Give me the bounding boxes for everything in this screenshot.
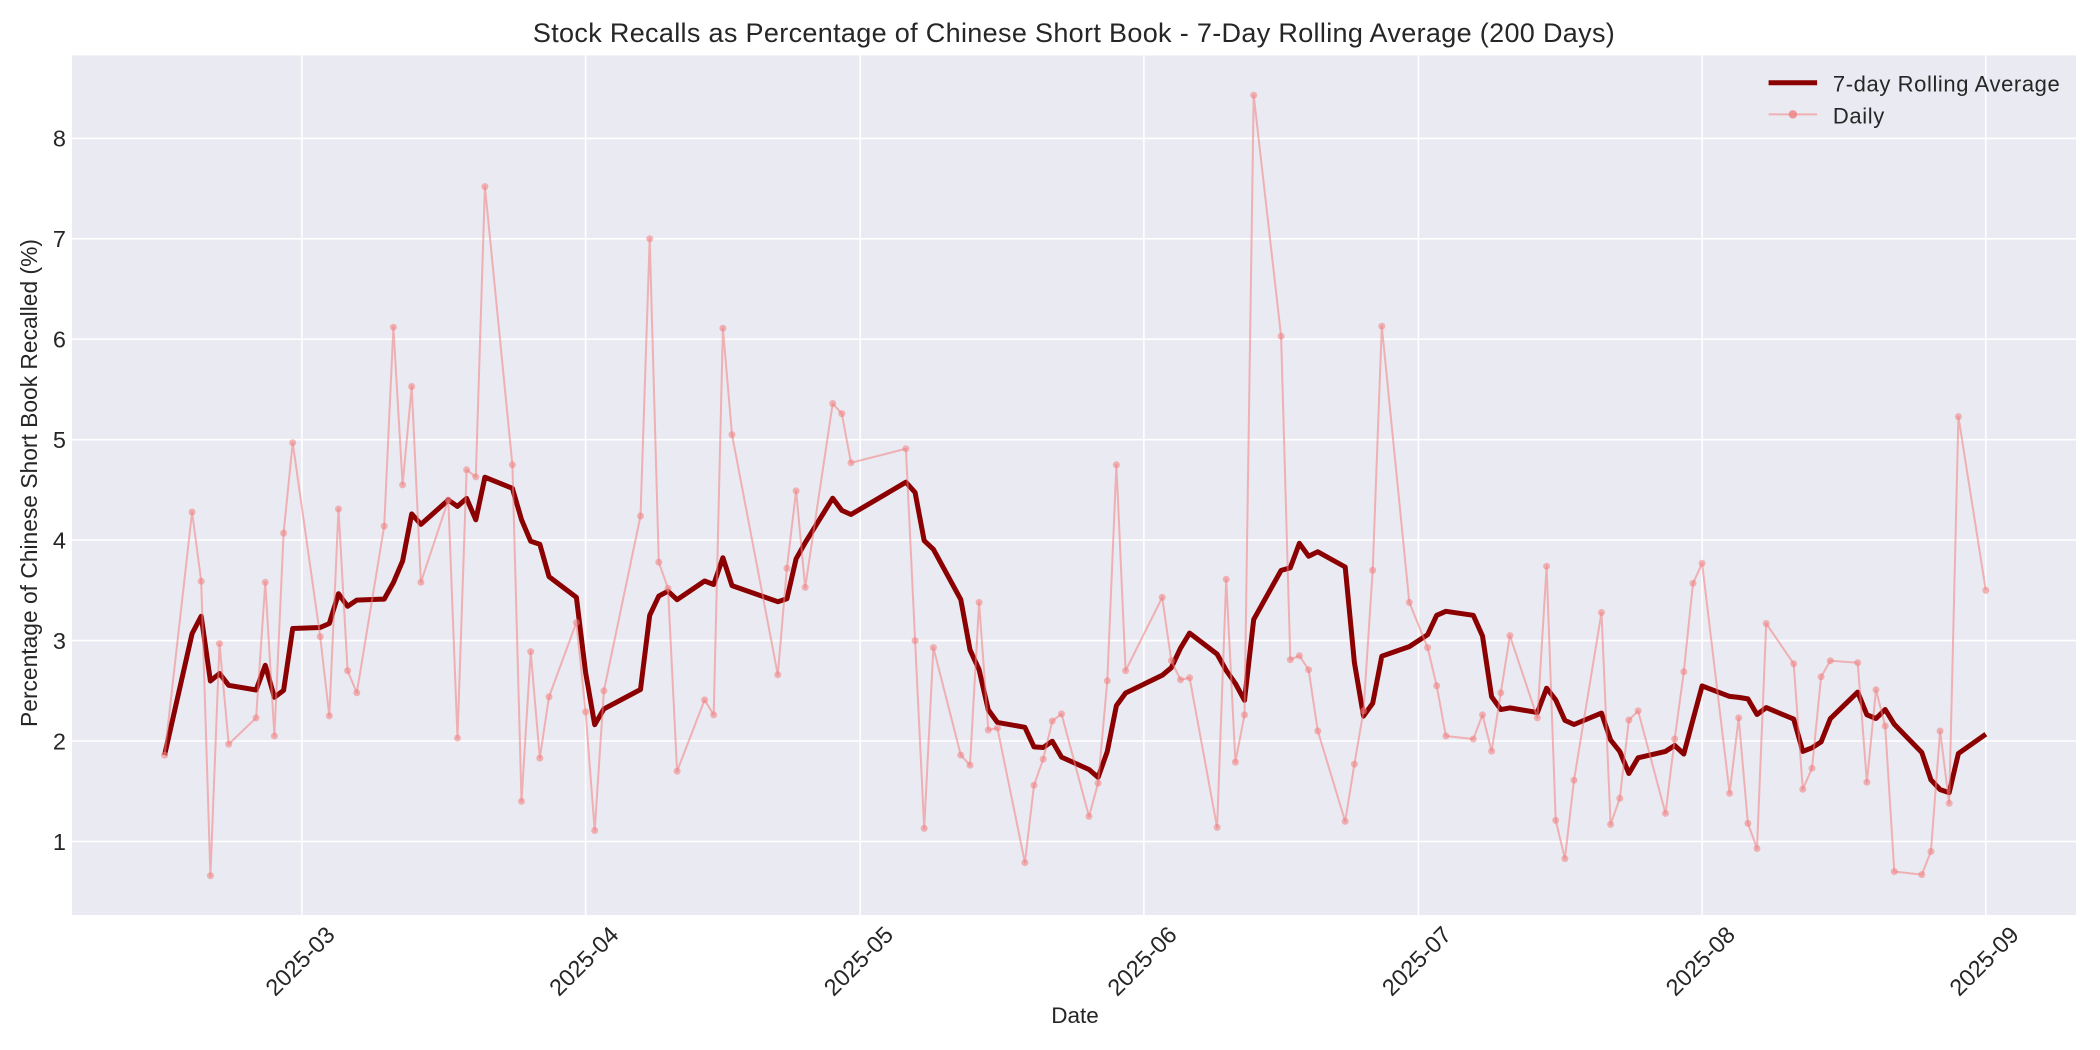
- svg-text:1: 1: [53, 829, 66, 855]
- svg-text:6: 6: [53, 327, 66, 353]
- svg-text:7-day Rolling Average: 7-day Rolling Average: [1833, 72, 2060, 97]
- svg-text:Date: Date: [1051, 1003, 1099, 1028]
- svg-text:2: 2: [53, 728, 66, 754]
- svg-text:Daily: Daily: [1833, 103, 1885, 128]
- svg-text:Percentage of Chinese Short Bo: Percentage of Chinese Short Book Recalle…: [16, 239, 42, 727]
- svg-text:4: 4: [53, 527, 66, 553]
- svg-text:3: 3: [53, 628, 66, 654]
- svg-text:8: 8: [53, 126, 66, 152]
- svg-text:Stock Recalls as Percentage of: Stock Recalls as Percentage of Chinese S…: [533, 18, 1615, 48]
- svg-text:5: 5: [53, 427, 66, 453]
- svg-text:7: 7: [53, 226, 66, 252]
